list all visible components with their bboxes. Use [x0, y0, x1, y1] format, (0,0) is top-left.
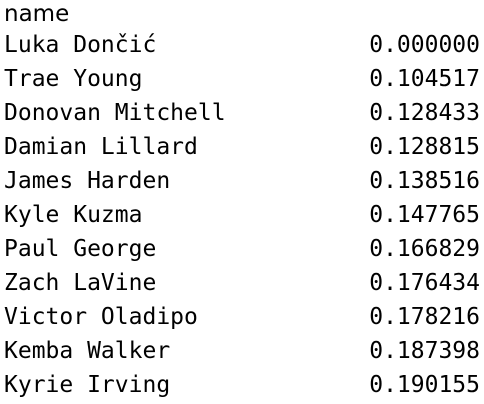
series-row: James Harden 0.138516	[4, 164, 480, 198]
row-value: 0.128433	[369, 100, 480, 126]
series-row: Trae Young 0.104517	[4, 62, 480, 96]
row-value: 0.190155	[369, 372, 480, 398]
row-value: 0.000000	[369, 32, 480, 58]
series-row: Victor Oladipo 0.178216	[4, 300, 480, 334]
series-row: Kyle Kuzma 0.147765	[4, 198, 480, 232]
row-value: 0.128815	[369, 134, 480, 160]
row-value: 0.187398	[369, 338, 480, 364]
row-value: 0.147765	[369, 202, 480, 228]
row-name: Trae Young	[4, 66, 143, 92]
row-name: Victor Oladipo	[4, 304, 198, 330]
series-row: Kemba Walker 0.187398	[4, 334, 480, 368]
series-output: name Luka Dončić 0.000000 Trae Young 0.1…	[4, 0, 480, 402]
row-value: 0.166829	[369, 236, 480, 262]
series-row: Kyrie Irving 0.190155	[4, 368, 480, 402]
series-row: Damian Lillard 0.128815	[4, 130, 480, 164]
row-name: Paul George	[4, 236, 157, 262]
row-name: Zach LaVine	[4, 270, 157, 296]
row-value: 0.104517	[369, 66, 480, 92]
series-row: Luka Dončić 0.000000	[4, 28, 480, 62]
index-name-label: name	[4, 1, 70, 27]
series-row: Zach LaVine 0.176434	[4, 266, 480, 300]
series-row: Paul George 0.166829	[4, 232, 480, 266]
row-value: 0.176434	[369, 270, 480, 296]
row-name: Kyle Kuzma	[4, 202, 143, 228]
row-name: Damian Lillard	[4, 134, 198, 160]
row-name: Donovan Mitchell	[4, 100, 226, 126]
row-value: 0.178216	[369, 304, 480, 330]
series-row: Donovan Mitchell 0.128433	[4, 96, 480, 130]
row-value: 0.138516	[369, 168, 480, 194]
row-name: Kyrie Irving	[4, 372, 171, 398]
row-name: Luka Dončić	[4, 32, 157, 58]
row-name: James Harden	[4, 168, 171, 194]
row-name: Kemba Walker	[4, 338, 171, 364]
